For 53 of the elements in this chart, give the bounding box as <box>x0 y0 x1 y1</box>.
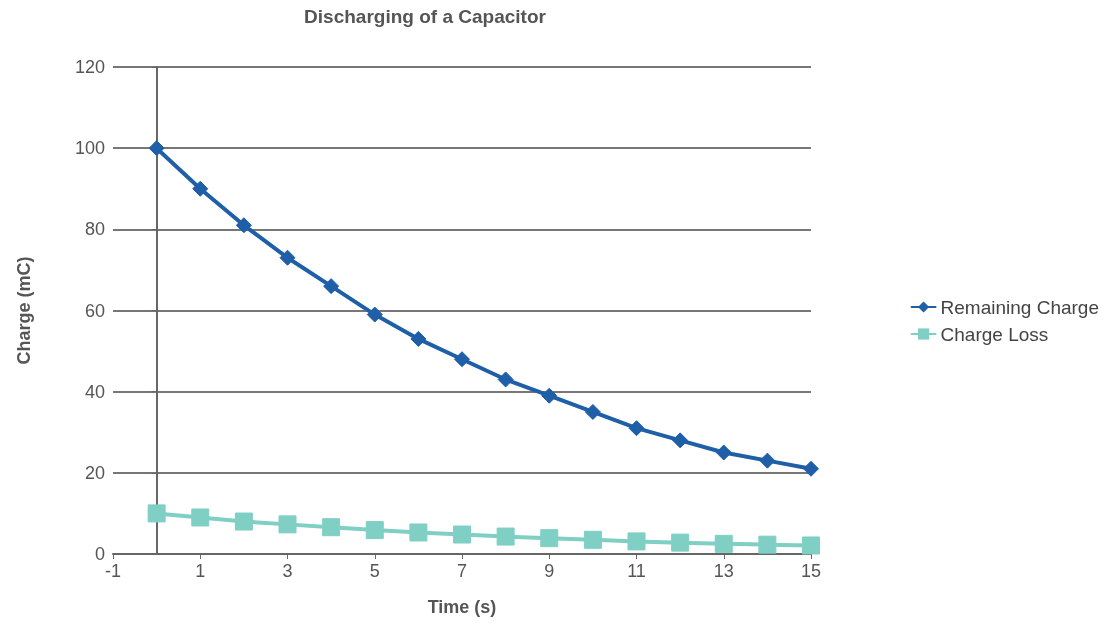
point <box>278 515 297 534</box>
point <box>627 532 646 551</box>
x-axis-title: Time (s) <box>427 597 497 617</box>
chart-title: Discharging of a Capacitor <box>304 6 547 27</box>
point <box>147 504 166 523</box>
point <box>541 387 558 404</box>
point <box>192 180 209 197</box>
point <box>802 536 820 555</box>
y-tick-label: 60 <box>84 300 105 321</box>
point <box>454 351 470 368</box>
x-tick-label: -1 <box>104 561 122 581</box>
point <box>759 452 776 469</box>
x-tick-label: 11 <box>627 561 646 581</box>
point <box>715 444 732 461</box>
point <box>323 278 340 295</box>
y-axis-title: Charge (mC) <box>14 256 34 365</box>
point <box>758 535 777 554</box>
legend-label: Remaining Charge <box>940 296 1099 318</box>
y-tick-label: 80 <box>84 219 105 240</box>
y-tick-label: 20 <box>84 462 105 483</box>
x-tick-label: 13 <box>713 561 734 581</box>
point <box>628 420 645 437</box>
x-tick-label: 5 <box>369 561 380 581</box>
point <box>235 217 252 234</box>
point <box>672 432 689 449</box>
point <box>322 518 341 537</box>
point <box>714 534 733 553</box>
point <box>453 525 471 544</box>
point <box>365 521 384 540</box>
point <box>279 249 296 266</box>
y-tick-label: 40 <box>84 381 105 402</box>
legend-label: Charge Loss <box>940 323 1049 345</box>
y-tick-label: 120 <box>74 57 105 77</box>
x-tick-label: 7 <box>456 561 468 581</box>
point <box>409 523 428 542</box>
point <box>148 140 165 157</box>
point <box>410 330 427 347</box>
y-tick-label: 100 <box>74 138 105 159</box>
x-tick-label: 3 <box>282 561 293 581</box>
x-tick-label: 15 <box>800 561 822 581</box>
point <box>234 512 253 531</box>
point <box>584 403 601 420</box>
point <box>366 306 383 323</box>
x-tick-label: 9 <box>544 561 555 581</box>
point <box>496 527 515 546</box>
point <box>803 460 819 477</box>
point <box>583 530 602 549</box>
x-tick-label: 1 <box>195 561 206 581</box>
point <box>671 533 690 552</box>
point <box>497 371 514 388</box>
point <box>540 529 559 548</box>
point <box>191 508 210 527</box>
y-tick-label: 0 <box>94 544 105 564</box>
